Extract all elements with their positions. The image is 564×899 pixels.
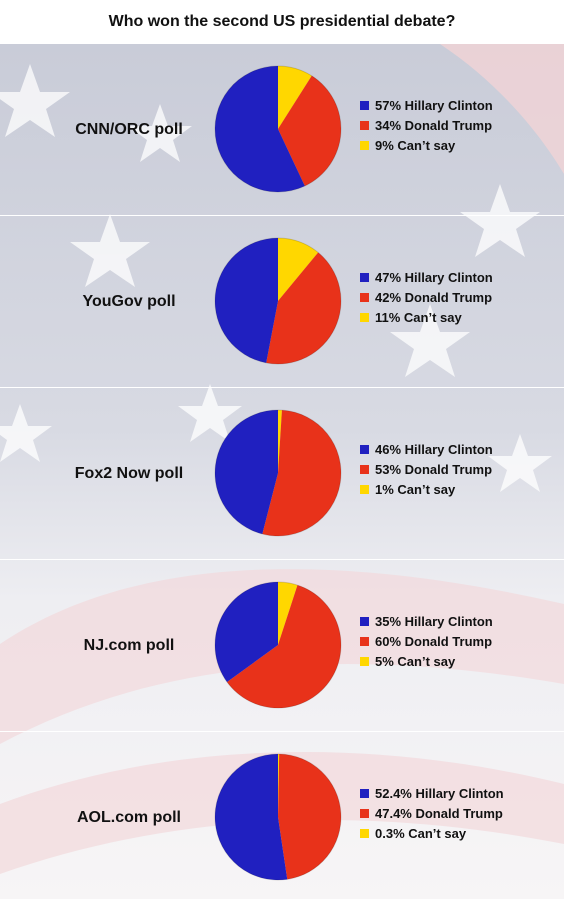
legend-swatch	[360, 273, 369, 283]
pie-chart	[214, 581, 342, 709]
poll-label: Fox2 Now poll	[74, 465, 184, 482]
pie-slice-trump	[266, 252, 341, 364]
legend-item-clinton: 52.4% Hillary Clinton	[360, 784, 504, 804]
poll-panel-cnn-orc: CNN/ORC poll 57% Hillary Clinton 34% Don…	[0, 44, 564, 215]
legend-text: 1% Can’t say	[375, 482, 456, 497]
pie-slice-clinton	[214, 238, 278, 363]
poll-label: YouGov poll	[82, 293, 176, 310]
pie-slice-cant-say	[278, 410, 282, 473]
legend-item-trump: 34% Donald Trump	[360, 116, 493, 136]
legend-item-cant-say: 1% Can’t say	[360, 480, 493, 500]
legend-text: 57% Hillary Clinton	[375, 98, 493, 113]
pie-outline	[214, 409, 342, 537]
panel-divider	[0, 215, 564, 216]
poll-label: AOL.com poll	[77, 809, 181, 826]
legend-item-cant-say: 5% Can’t say	[360, 652, 493, 672]
legend-swatch	[360, 101, 369, 111]
legend-swatch	[360, 809, 369, 819]
legend-swatch	[360, 293, 369, 303]
panel-divider	[0, 559, 564, 560]
legend-item-cant-say: 9% Can’t say	[360, 136, 493, 156]
pie-chart	[214, 237, 342, 365]
pie-slice-cant-say	[278, 238, 319, 301]
legend-text: 11% Can’t say	[375, 310, 462, 325]
legend-swatch	[360, 465, 369, 475]
poll-panel-nj-com: NJ.com poll 35% Hillary Clinton 60% Dona…	[0, 560, 564, 731]
legend-item-clinton: 47% Hillary Clinton	[360, 268, 493, 288]
pie-slice-clinton	[214, 410, 278, 535]
legend-text: 34% Donald Trump	[375, 118, 493, 133]
pie-legend: 35% Hillary Clinton 60% Donald Trump 5% …	[360, 612, 493, 672]
legend-text: 5% Can’t say	[375, 654, 456, 669]
pie-slice-clinton	[215, 754, 288, 880]
pie-legend: 57% Hillary Clinton 34% Donald Trump 9% …	[360, 96, 493, 156]
legend-item-clinton: 35% Hillary Clinton	[360, 612, 493, 632]
pie-legend: 47% Hillary Clinton 42% Donald Trump 11%…	[360, 268, 493, 328]
legend-text: 35% Hillary Clinton	[375, 614, 493, 629]
legend-item-cant-say: 0.3% Can’t say	[360, 824, 504, 844]
pie-slice-clinton	[215, 66, 305, 192]
legend-item-clinton: 57% Hillary Clinton	[360, 96, 493, 116]
legend-text: 9% Can’t say	[375, 138, 456, 153]
legend-swatch	[360, 121, 369, 131]
pie-slice-trump	[278, 75, 341, 187]
pie-legend: 52.4% Hillary Clinton 47.4% Donald Trump…	[360, 784, 504, 844]
pie-legend: 46% Hillary Clinton 53% Donald Trump 1% …	[360, 440, 493, 500]
legend-swatch	[360, 485, 369, 495]
legend-item-trump: 42% Donald Trump	[360, 288, 493, 308]
legend-text: 0.3% Can’t say	[375, 826, 467, 841]
legend-item-trump: 53% Donald Trump	[360, 460, 493, 480]
legend-item-trump: 60% Donald Trump	[360, 632, 493, 652]
legend-text: 47% Hillary Clinton	[375, 270, 493, 285]
pie-slice-trump	[278, 754, 342, 880]
legend-swatch	[360, 789, 369, 799]
pie-outline	[214, 581, 342, 709]
legend-text: 46% Hillary Clinton	[375, 442, 493, 457]
legend-text: 47.4% Donald Trump	[375, 806, 503, 821]
legend-text: 60% Donald Trump	[375, 634, 493, 649]
legend-text: 42% Donald Trump	[375, 290, 493, 305]
legend-swatch	[360, 829, 369, 839]
poll-panel-yougov: YouGov poll 47% Hillary Clinton 42% Dona…	[0, 216, 564, 387]
pie-slice-cant-say	[278, 66, 312, 129]
panel-divider	[0, 731, 564, 732]
poll-panel-aol-com: AOL.com poll 52.4% Hillary Clinton 47.4%…	[0, 732, 564, 899]
pie-outline	[214, 65, 342, 193]
legend-item-clinton: 46% Hillary Clinton	[360, 440, 493, 460]
pie-outline	[214, 753, 342, 881]
panel-divider	[0, 387, 564, 388]
pie-chart	[214, 409, 342, 537]
pie-chart	[214, 65, 342, 193]
poll-label: NJ.com poll	[83, 637, 175, 654]
legend-text: 52.4% Hillary Clinton	[375, 786, 504, 801]
legend-item-cant-say: 11% Can’t say	[360, 308, 493, 328]
legend-text: 53% Donald Trump	[375, 462, 493, 477]
pie-slice-clinton	[215, 582, 278, 683]
pie-chart	[214, 753, 342, 881]
poll-label: CNN/ORC poll	[75, 121, 183, 138]
chart-title: Who won the second US presidential debat…	[0, 0, 564, 44]
pie-slice-trump	[227, 585, 341, 708]
legend-item-trump: 47.4% Donald Trump	[360, 804, 504, 824]
poll-panels: CNN/ORC poll 57% Hillary Clinton 34% Don…	[0, 44, 564, 899]
legend-swatch	[360, 313, 369, 323]
pie-outline	[214, 237, 342, 365]
legend-swatch	[360, 657, 369, 667]
legend-swatch	[360, 445, 369, 455]
pie-slice-trump	[262, 410, 341, 536]
pie-slice-cant-say	[278, 582, 298, 645]
legend-swatch	[360, 141, 369, 151]
poll-panel-fox2-now: Fox2 Now poll 46% Hillary Clinton 53% Do…	[0, 388, 564, 559]
legend-swatch	[360, 637, 369, 647]
legend-swatch	[360, 617, 369, 627]
pie-slice-cant-say	[278, 754, 280, 817]
